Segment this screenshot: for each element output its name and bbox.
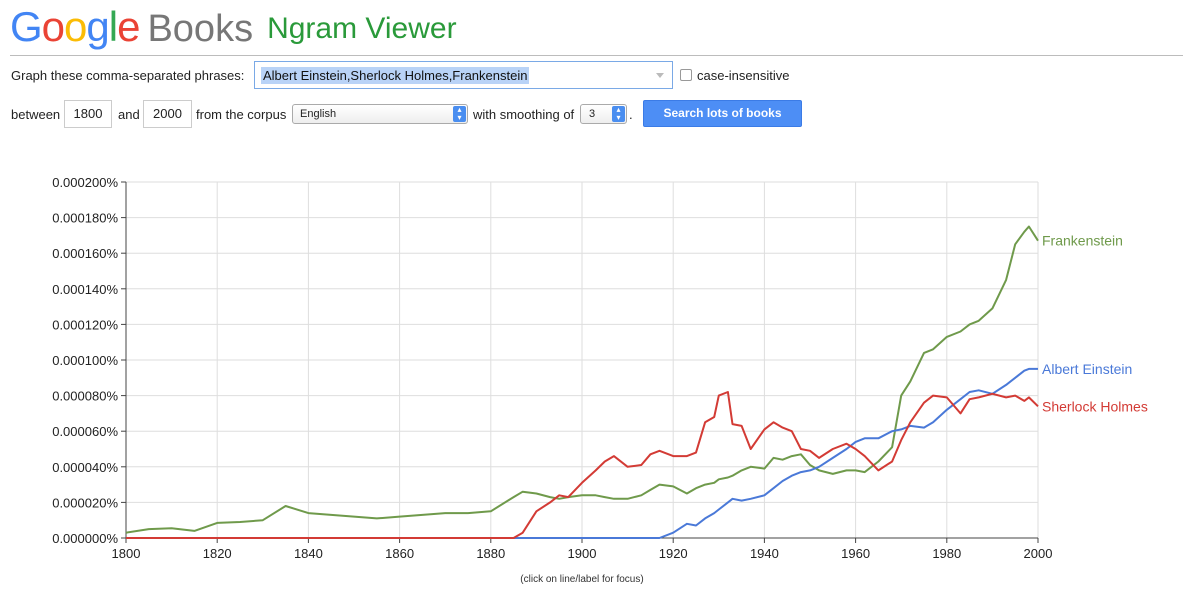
- y-tick-label: 0.000100%: [52, 353, 118, 368]
- corpus-select-value: English: [300, 108, 337, 120]
- y-tick-label: 0.000180%: [52, 211, 118, 226]
- corpus-label: from the corpus: [196, 107, 287, 122]
- corpus-select[interactable]: English ▴ ▾: [292, 104, 468, 124]
- x-tick-label: 1820: [203, 546, 232, 561]
- dropdown-caret-icon: [656, 73, 664, 78]
- series-line-sherlock-holmes[interactable]: [126, 391, 1039, 539]
- x-tick-label: 1880: [476, 546, 505, 561]
- y-tick-label: 0.000080%: [52, 389, 118, 404]
- phrases-input[interactable]: Albert Einstein,Sherlock Holmes,Frankens…: [254, 61, 673, 89]
- google-books-logo[interactable]: Google Books Ngram Viewer: [10, 3, 457, 53]
- case-insensitive-checkbox[interactable]: [680, 69, 692, 81]
- x-tick-label: 1920: [659, 546, 688, 561]
- logo-letter: e: [117, 3, 140, 50]
- y-tick-label: 0.000040%: [52, 460, 118, 475]
- y-tick-label: 0.000120%: [52, 317, 118, 332]
- y-tick-label: 0.000060%: [52, 424, 118, 439]
- logo-letter: G: [10, 3, 43, 50]
- x-tick-label: 1960: [841, 546, 870, 561]
- x-tick-label: 1840: [294, 546, 323, 561]
- search-button[interactable]: Search lots of books: [643, 100, 802, 127]
- x-tick-label: 1900: [568, 546, 597, 561]
- series-line-frankenstein[interactable]: [125, 225, 1039, 534]
- x-tick-label: 1800: [112, 546, 141, 561]
- x-tick-label: 1980: [932, 546, 961, 561]
- y-tick-label: 0.000020%: [52, 495, 118, 510]
- series-label-frankenstein[interactable]: Frankenstein: [1042, 233, 1123, 249]
- and-label: and: [118, 107, 140, 122]
- period-text: .: [629, 107, 633, 122]
- y-tick-label: 0.000200%: [52, 175, 118, 190]
- y-tick-label: 0.000140%: [52, 282, 118, 297]
- year-start-input[interactable]: 1800: [64, 100, 112, 128]
- logo-letter: o: [41, 3, 65, 50]
- smoothing-select-value: 3: [589, 108, 596, 120]
- phrases-label: Graph these comma-separated phrases:: [11, 68, 245, 83]
- google-logo: Google: [10, 3, 140, 50]
- phrases-input-value: Albert Einstein,Sherlock Holmes,Frankens…: [261, 67, 530, 84]
- case-insensitive-label: case-insensitive: [697, 68, 790, 83]
- chart-footer-hint: (click on line/label for focus): [520, 574, 643, 585]
- select-arrows-icon: ▴ ▾: [453, 106, 466, 122]
- between-label: between: [11, 107, 61, 122]
- select-arrows-icon: ▴ ▾: [612, 106, 625, 122]
- smoothing-label: with smoothing of: [473, 107, 575, 122]
- y-tick-label: 0.000000%: [52, 531, 118, 546]
- books-logo-text: Books: [147, 8, 254, 50]
- app-title: Ngram Viewer: [267, 12, 457, 45]
- x-tick-label: 1940: [750, 546, 779, 561]
- x-tick-label: 2000: [1024, 546, 1053, 561]
- series-label-sherlock-holmes[interactable]: Sherlock Holmes: [1042, 398, 1148, 414]
- logo-letter: o: [64, 3, 87, 50]
- year-end-input[interactable]: 2000: [143, 100, 192, 128]
- x-tick-label: 1860: [385, 546, 414, 561]
- series-label-albert-einstein[interactable]: Albert Einstein: [1042, 361, 1132, 377]
- logo-letter: l: [108, 3, 118, 50]
- logo-letter: g: [86, 3, 109, 50]
- y-tick-label: 0.000160%: [52, 246, 118, 261]
- smoothing-select[interactable]: 3 ▴ ▾: [580, 104, 627, 124]
- header-divider: [10, 55, 1183, 56]
